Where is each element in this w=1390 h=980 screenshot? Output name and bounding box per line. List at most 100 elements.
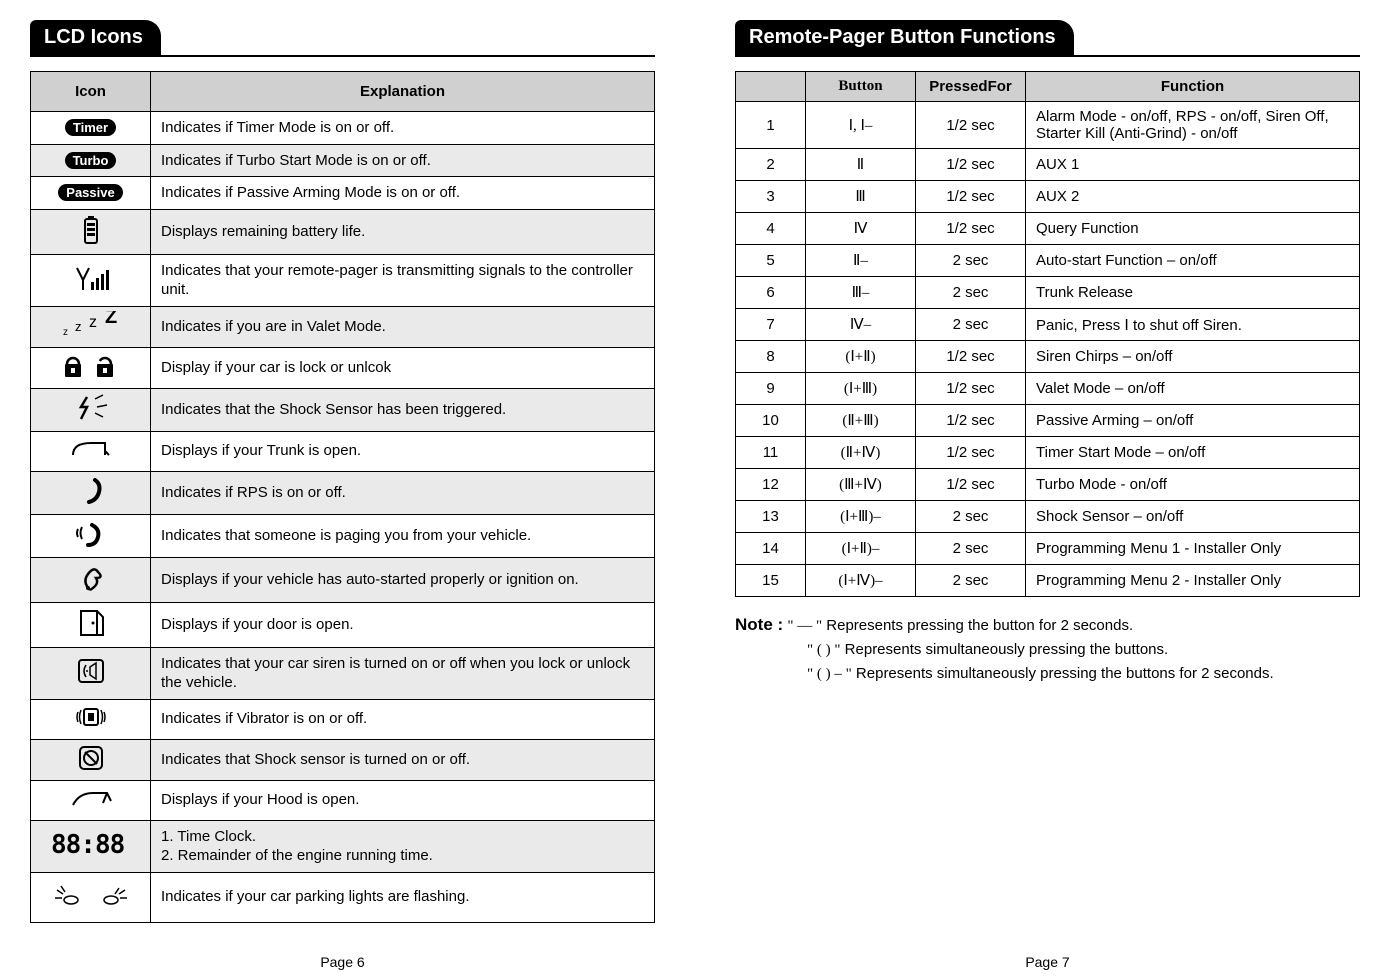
table-row: 4Ⅳ1/2 secQuery Function: [736, 213, 1360, 245]
col-pressedfor: PressedFor: [916, 72, 1026, 102]
icon-cell: [31, 557, 151, 602]
icon-cell: [31, 514, 151, 557]
function-cell: AUX 2: [1026, 181, 1360, 213]
table-row: 8(Ⅰ+Ⅱ)1/2 secSiren Chirps – on/off: [736, 341, 1360, 373]
table-row: TurboIndicates if Turbo Start Mode is on…: [31, 144, 655, 177]
explanation-cell: Indicates if Timer Mode is on or off.: [151, 112, 655, 145]
col-icon: Icon: [31, 72, 151, 112]
explanation-cell: Indicates that your car siren is turned …: [151, 647, 655, 699]
table-row: Displays if your Trunk is open.: [31, 431, 655, 471]
pressedfor-cell: 1/2 sec: [916, 149, 1026, 181]
table-row: 9(Ⅰ+Ⅲ)1/2 secValet Mode – on/off: [736, 373, 1360, 405]
pressedfor-cell: 2 sec: [916, 309, 1026, 341]
row-number: 3: [736, 181, 806, 213]
table-row: 2Ⅱ1/2 secAUX 1: [736, 149, 1360, 181]
button-cell: Ⅲ–: [806, 277, 916, 309]
siren-icon: [76, 657, 106, 689]
function-cell: Programming Menu 1 - Installer Only: [1026, 533, 1360, 565]
icon-cell: [31, 780, 151, 820]
pressedfor-cell: 2 sec: [916, 277, 1026, 309]
table-row: Displays if your door is open.: [31, 602, 655, 647]
button-cell: (Ⅱ+Ⅳ): [806, 437, 916, 469]
page-number-left: Page 6: [30, 942, 655, 970]
table-row: Indicates that the Shock Sensor has been…: [31, 388, 655, 431]
lcd-icons-header: LCD Icons: [30, 20, 161, 55]
button-cell: Ⅱ: [806, 149, 916, 181]
icon-cell: [31, 431, 151, 471]
explanation-cell: Displays if your door is open.: [151, 602, 655, 647]
note-symbol-3: " ( ) – ": [807, 666, 852, 682]
pressedfor-cell: 1/2 sec: [916, 341, 1026, 373]
icon-cell: Turbo: [31, 144, 151, 177]
icon-cell: Passive: [31, 177, 151, 210]
header-underline: [30, 55, 655, 57]
note-text-3: Represents simultaneously pressing the b…: [856, 665, 1274, 682]
pressedfor-cell: 1/2 sec: [916, 437, 1026, 469]
table-row: Indicates if RPS is on or off.: [31, 471, 655, 514]
explanation-cell: Indicates that your remote-pager is tran…: [151, 254, 655, 306]
icon-cell: [31, 602, 151, 647]
button-cell: (Ⅰ+Ⅳ)–: [806, 565, 916, 597]
explanation-cell: Displays remaining battery life.: [151, 209, 655, 254]
vibrator-icon: [74, 704, 108, 734]
button-cell: (Ⅲ+Ⅳ): [806, 469, 916, 501]
table-row: Display if your car is lock or unlcok: [31, 347, 655, 388]
header-underline-right: [735, 55, 1360, 57]
note-block: Note : " — " Represents pressing the but…: [735, 611, 1360, 686]
function-cell: Auto-start Function – on/off: [1026, 245, 1360, 277]
table-row: Displays remaining battery life.: [31, 209, 655, 254]
function-cell: Alarm Mode - on/off, RPS - on/off, Siren…: [1026, 102, 1360, 149]
note-symbol-1: " — ": [787, 618, 822, 634]
turbo-pill-icon: Turbo: [65, 152, 117, 169]
icon-cell: zzzZ: [31, 306, 151, 347]
function-cell: Trunk Release: [1026, 277, 1360, 309]
icon-cell: [31, 872, 151, 922]
table-row: Timer Indicates if Timer Mode is on or of…: [31, 112, 655, 145]
row-number: 4: [736, 213, 806, 245]
table-row: Displays if your Hood is open.: [31, 780, 655, 820]
function-cell: Timer Start Mode – on/off: [1026, 437, 1360, 469]
function-cell: Programming Menu 2 - Installer Only: [1026, 565, 1360, 597]
pressedfor-cell: 2 sec: [916, 245, 1026, 277]
icon-cell: [31, 388, 151, 431]
icon-cell: [31, 209, 151, 254]
explanation-cell: Indicates if Vibrator is on or off.: [151, 699, 655, 739]
row-number: 10: [736, 405, 806, 437]
button-cell: Ⅲ: [806, 181, 916, 213]
table-row: Indicates that someone is paging you fro…: [31, 514, 655, 557]
button-cell: Ⅱ–: [806, 245, 916, 277]
button-cell: (Ⅱ+Ⅲ): [806, 405, 916, 437]
function-cell: Panic, Press Ⅰ to shut off Siren.: [1026, 309, 1360, 341]
table-row: 13(Ⅰ+Ⅲ)–2 secShock Sensor – on/off: [736, 501, 1360, 533]
note-symbol-2: " ( ) ": [807, 642, 841, 658]
table-row: Indicates that your car siren is turned …: [31, 647, 655, 699]
row-number: 5: [736, 245, 806, 277]
icon-cell: [31, 347, 151, 388]
note-line-3: " ( ) – " Represents simultaneously pres…: [807, 662, 1360, 686]
explanation-cell: Display if your car is lock or unlcok: [151, 347, 655, 388]
icon-cell: 88:88: [31, 820, 151, 872]
svg-text:Z: Z: [105, 311, 117, 328]
shock-icon: [73, 393, 109, 427]
pressedfor-cell: 2 sec: [916, 533, 1026, 565]
button-cell: Ⅳ: [806, 213, 916, 245]
function-cell: Shock Sensor – on/off: [1026, 501, 1360, 533]
explanation-cell: Indicates if RPS is on or off.: [151, 471, 655, 514]
table-row: Indicates if Vibrator is on or off.: [31, 699, 655, 739]
row-number: 9: [736, 373, 806, 405]
function-cell: Passive Arming – on/off: [1026, 405, 1360, 437]
row-number: 8: [736, 341, 806, 373]
pressedfor-cell: 1/2 sec: [916, 102, 1026, 149]
table-row: 10(Ⅱ+Ⅲ)1/2 secPassive Arming – on/off: [736, 405, 1360, 437]
battery-icon: [79, 214, 103, 250]
explanation-cell: Indicates that someone is paging you fro…: [151, 514, 655, 557]
svg-text:z: z: [89, 314, 97, 331]
row-number: 13: [736, 501, 806, 533]
explanation-cell: Indicates if your car parking lights are…: [151, 872, 655, 922]
pressedfor-cell: 2 sec: [916, 565, 1026, 597]
timer-pill-icon: Timer: [65, 119, 116, 136]
icon-cell: [31, 254, 151, 306]
antenna-icon: [73, 264, 109, 296]
row-number: 1: [736, 102, 806, 149]
button-cell: (Ⅰ+Ⅲ): [806, 373, 916, 405]
